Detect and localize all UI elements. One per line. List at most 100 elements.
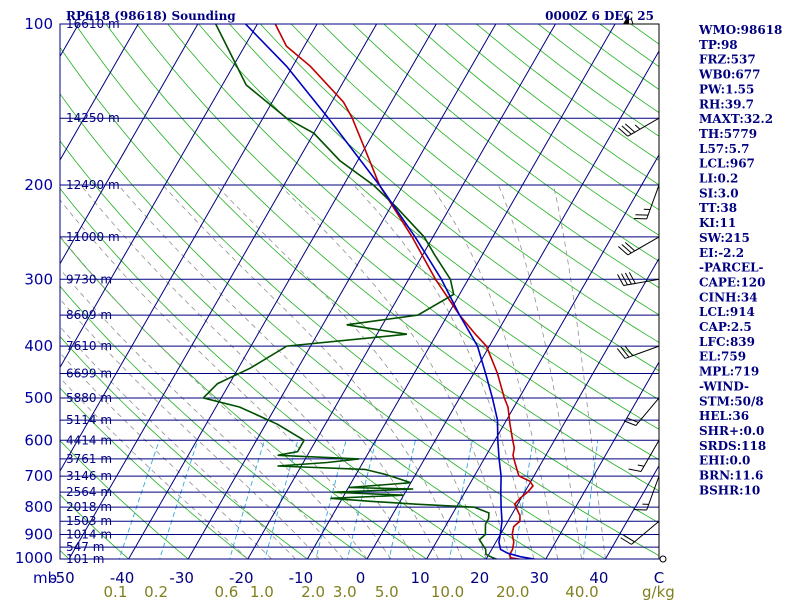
barb-flag xyxy=(618,127,629,137)
index-item: HEL:36 xyxy=(699,409,749,423)
isotherm xyxy=(60,24,199,265)
wind-barb xyxy=(623,397,660,426)
mixing-ratio-tick-label: 0.2 xyxy=(144,583,168,600)
pressure-tick-label: 600 xyxy=(24,431,53,449)
mixing-ratio-tick-label: 40.0 xyxy=(565,583,598,600)
dry-adiabat xyxy=(60,335,309,559)
index-item: -PARCEL- xyxy=(699,261,764,275)
barb-flag xyxy=(616,348,626,359)
moist-adiabat xyxy=(80,184,416,559)
pressure-tick-label: 1000 xyxy=(15,549,53,567)
height-label: 6699 m xyxy=(66,366,112,380)
dry-adiabat xyxy=(198,24,659,401)
isotherm xyxy=(545,361,659,559)
barb-staff xyxy=(627,236,660,256)
valid-time: 0000Z 6 DEC 25 xyxy=(545,9,654,23)
stability-indices: WMO:98618TP:98FRZ:537WB0:677PW:1.55RH:39… xyxy=(698,23,782,497)
barb-flag xyxy=(628,272,636,284)
index-item: WB0:677 xyxy=(698,68,760,82)
index-item: KI:11 xyxy=(699,216,736,230)
index-item: EL:759 xyxy=(699,350,746,364)
mixing-ratio-line xyxy=(159,440,199,559)
height-label: 2018 m xyxy=(66,500,112,514)
index-item: CAP:2.5 xyxy=(699,320,752,334)
barb-flag xyxy=(623,534,635,543)
barb-flag xyxy=(624,123,636,133)
pressure-tick-label: 200 xyxy=(24,176,53,194)
isotherm xyxy=(366,50,659,559)
index-item: WMO:98618 xyxy=(698,23,782,37)
barb-flag xyxy=(621,244,632,254)
dry-adiabat xyxy=(60,187,487,559)
barb-flag xyxy=(628,468,642,472)
index-item: BRN:11.6 xyxy=(699,469,763,483)
dry-adiabat xyxy=(74,24,659,524)
isotherm xyxy=(604,464,659,559)
isotherm xyxy=(128,24,437,559)
temperature-tick-label: -50 xyxy=(50,569,75,587)
height-label: 3146 m xyxy=(66,469,112,483)
index-item: CAPE:120 xyxy=(699,275,766,289)
moist-adiabat xyxy=(118,184,439,559)
barb-half-flag xyxy=(634,124,641,130)
pressure-tick-label: 500 xyxy=(24,389,53,407)
barb-staff xyxy=(635,397,660,426)
mixing-ratio-tick-label: 3.0 xyxy=(333,583,357,600)
height-label: 12490 m xyxy=(66,178,120,192)
mixing-ratio-line xyxy=(513,440,534,559)
height-label: 5880 m xyxy=(66,391,112,405)
barb-flag xyxy=(626,417,639,423)
barb-pennant xyxy=(623,14,629,24)
moist-adiabat xyxy=(215,184,487,559)
dry-adiabat xyxy=(60,387,249,559)
moist-adiabat xyxy=(162,184,463,559)
index-item: MPL:719 xyxy=(699,365,759,379)
thermo-grid xyxy=(60,24,659,559)
barb-staff xyxy=(640,440,660,472)
isotherm xyxy=(68,24,378,559)
dry-adiabat xyxy=(60,46,659,557)
wind-barbs xyxy=(616,14,667,563)
barb-flag xyxy=(620,537,632,545)
index-item: -WIND- xyxy=(699,379,749,393)
pressure-tick-label: 300 xyxy=(24,270,53,288)
isotherm xyxy=(60,24,318,473)
mixing-ratio-line xyxy=(449,440,473,559)
mixing-ratio-tick-label: 1.0 xyxy=(250,583,274,600)
height-labels: 16610 m 14250 m 12490 m 11000 m 9730 m 8609 m… xyxy=(66,17,120,566)
dry-adiabat xyxy=(352,24,659,262)
isotherm xyxy=(426,153,659,559)
temperature-tick-label: 0 xyxy=(356,569,366,587)
barb-staff xyxy=(627,117,660,137)
mixing-ratio-line xyxy=(229,440,265,559)
mixing-ratio-line xyxy=(315,440,347,559)
pressure-unit-label: mb xyxy=(33,569,57,587)
index-item: SHR+:0.0 xyxy=(699,424,764,438)
dry-adiabat xyxy=(167,24,659,430)
mixing-ratio-line xyxy=(346,440,377,559)
barb-flag xyxy=(617,274,624,286)
index-item: LFC:839 xyxy=(699,335,755,349)
index-item: FRZ:537 xyxy=(699,53,756,67)
barb-flag xyxy=(624,242,636,252)
dewpoint-profile xyxy=(201,24,499,559)
wind-barb xyxy=(618,236,660,256)
mixing-ratio-tick-label: 5.0 xyxy=(375,583,399,600)
pressure-tick-label: 700 xyxy=(24,467,53,485)
height-label: 2564 m xyxy=(66,485,112,499)
index-item: TP:98 xyxy=(699,38,738,52)
temperature-tick-label: 40 xyxy=(589,569,608,587)
calm-circle xyxy=(659,555,667,563)
station-title: RP618 (98618) Sounding xyxy=(66,9,236,23)
dry-adiabat xyxy=(568,24,659,90)
barb-flag xyxy=(624,345,634,356)
wind-barb xyxy=(634,184,660,220)
barb-staff xyxy=(646,475,660,511)
dry-adiabat xyxy=(229,24,659,372)
dry-adiabat xyxy=(260,24,659,343)
wind-barb xyxy=(623,14,659,25)
pressure-tick-label: 800 xyxy=(24,498,53,516)
pressure-axis: 100 200 300 400 500 600 700 800 900 1000 xyxy=(15,15,53,567)
height-label: 101 m xyxy=(66,552,104,566)
